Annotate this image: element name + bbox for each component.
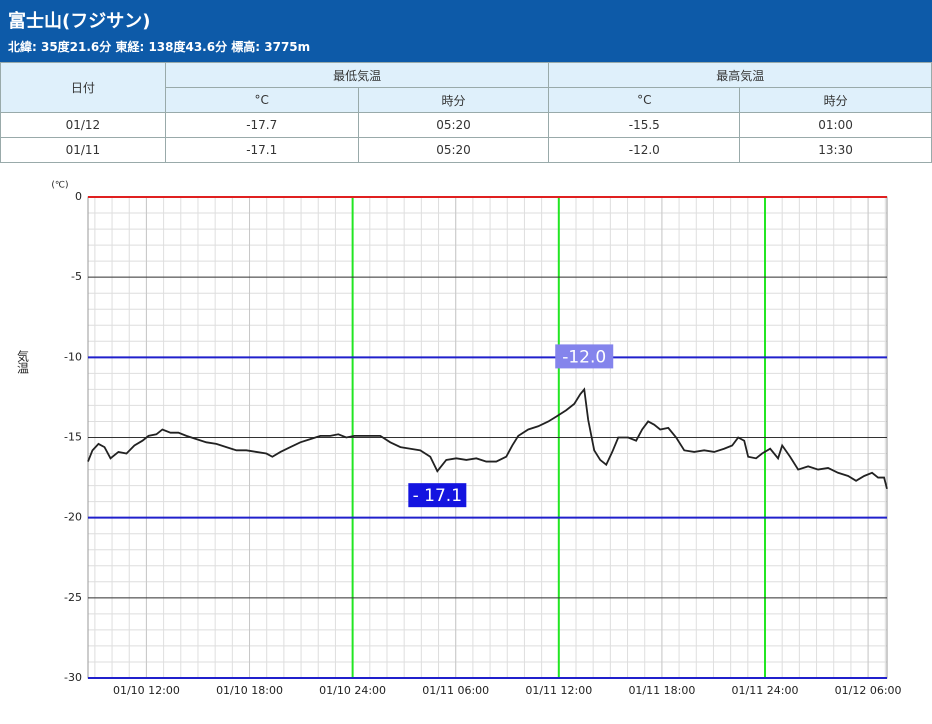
subheader-cell: 時分 [739,87,932,113]
cell: -17.1 [164,137,359,163]
x-tick-label: 01/11 24:00 [732,684,799,697]
summary-table: 日付 最低気温 最高気温 °C 時分 °C 時分 01/12 -17.7 05:… [0,62,932,163]
temperature-line [87,387,888,490]
title: 富士山(フジサン) [8,11,151,32]
cell: 05:20 [357,112,550,138]
header-cell: 日付 [0,62,166,113]
y-tick-label: -15 [64,431,82,444]
header-cell: 最低気温 [164,62,550,88]
cell: 01/12 [0,112,166,138]
x-tick-label: 01/10 24:00 [319,684,386,697]
y-tick-label: -20 [64,511,82,524]
unit-label: (℃) [51,181,68,191]
annotation: -12.0 [555,344,614,369]
cell: -17.7 [164,112,359,138]
chart: (℃) 気温 01/10 12:00 01/10 18:00 01/10 24:00… [16,181,902,698]
cell: -15.5 [548,112,741,138]
x-tick-label: 01/10 18:00 [216,684,283,697]
x-tick-label: 01/11 12:00 [525,684,592,697]
y-tick-label: 0 [75,190,82,203]
subtitle: 北緯: 35度21.6分 東経: 138度43.6分 標高: 3775m [8,40,311,54]
y-tick-label: -25 [64,591,82,604]
y-axis-label: 気温 [16,349,30,374]
cell: 13:30 [739,137,932,163]
cell: 01:00 [739,112,932,138]
subheader-cell: 時分 [357,87,550,113]
x-tick-label: 01/12 06:00 [835,684,902,697]
header: 富士山(フジサン) 北緯: 35度21.6分 東経: 138度43.6分 標高:… [0,0,932,62]
header-cell: 最高気温 [548,62,932,88]
annotation-label: - 17.1 [413,486,462,506]
cell: 01/11 [0,137,166,163]
y-tick-label: -10 [64,350,82,363]
subheader-cell: °C [164,87,359,113]
x-tick-label: 01/10 12:00 [113,684,180,697]
annotation-label: -12.0 [562,347,606,367]
y-tick-label: -30 [64,671,82,684]
y-tick-label: -5 [71,270,82,283]
cell: 05:20 [357,137,550,163]
subheader-cell: °C [548,87,741,113]
annotation-box [555,344,614,369]
annotation: - 17.1 [408,483,467,508]
annotation-box [408,483,467,508]
x-tick-label: 01/11 06:00 [422,684,489,697]
cell: -12.0 [548,137,741,163]
x-tick-label: 01/11 18:00 [628,684,695,697]
